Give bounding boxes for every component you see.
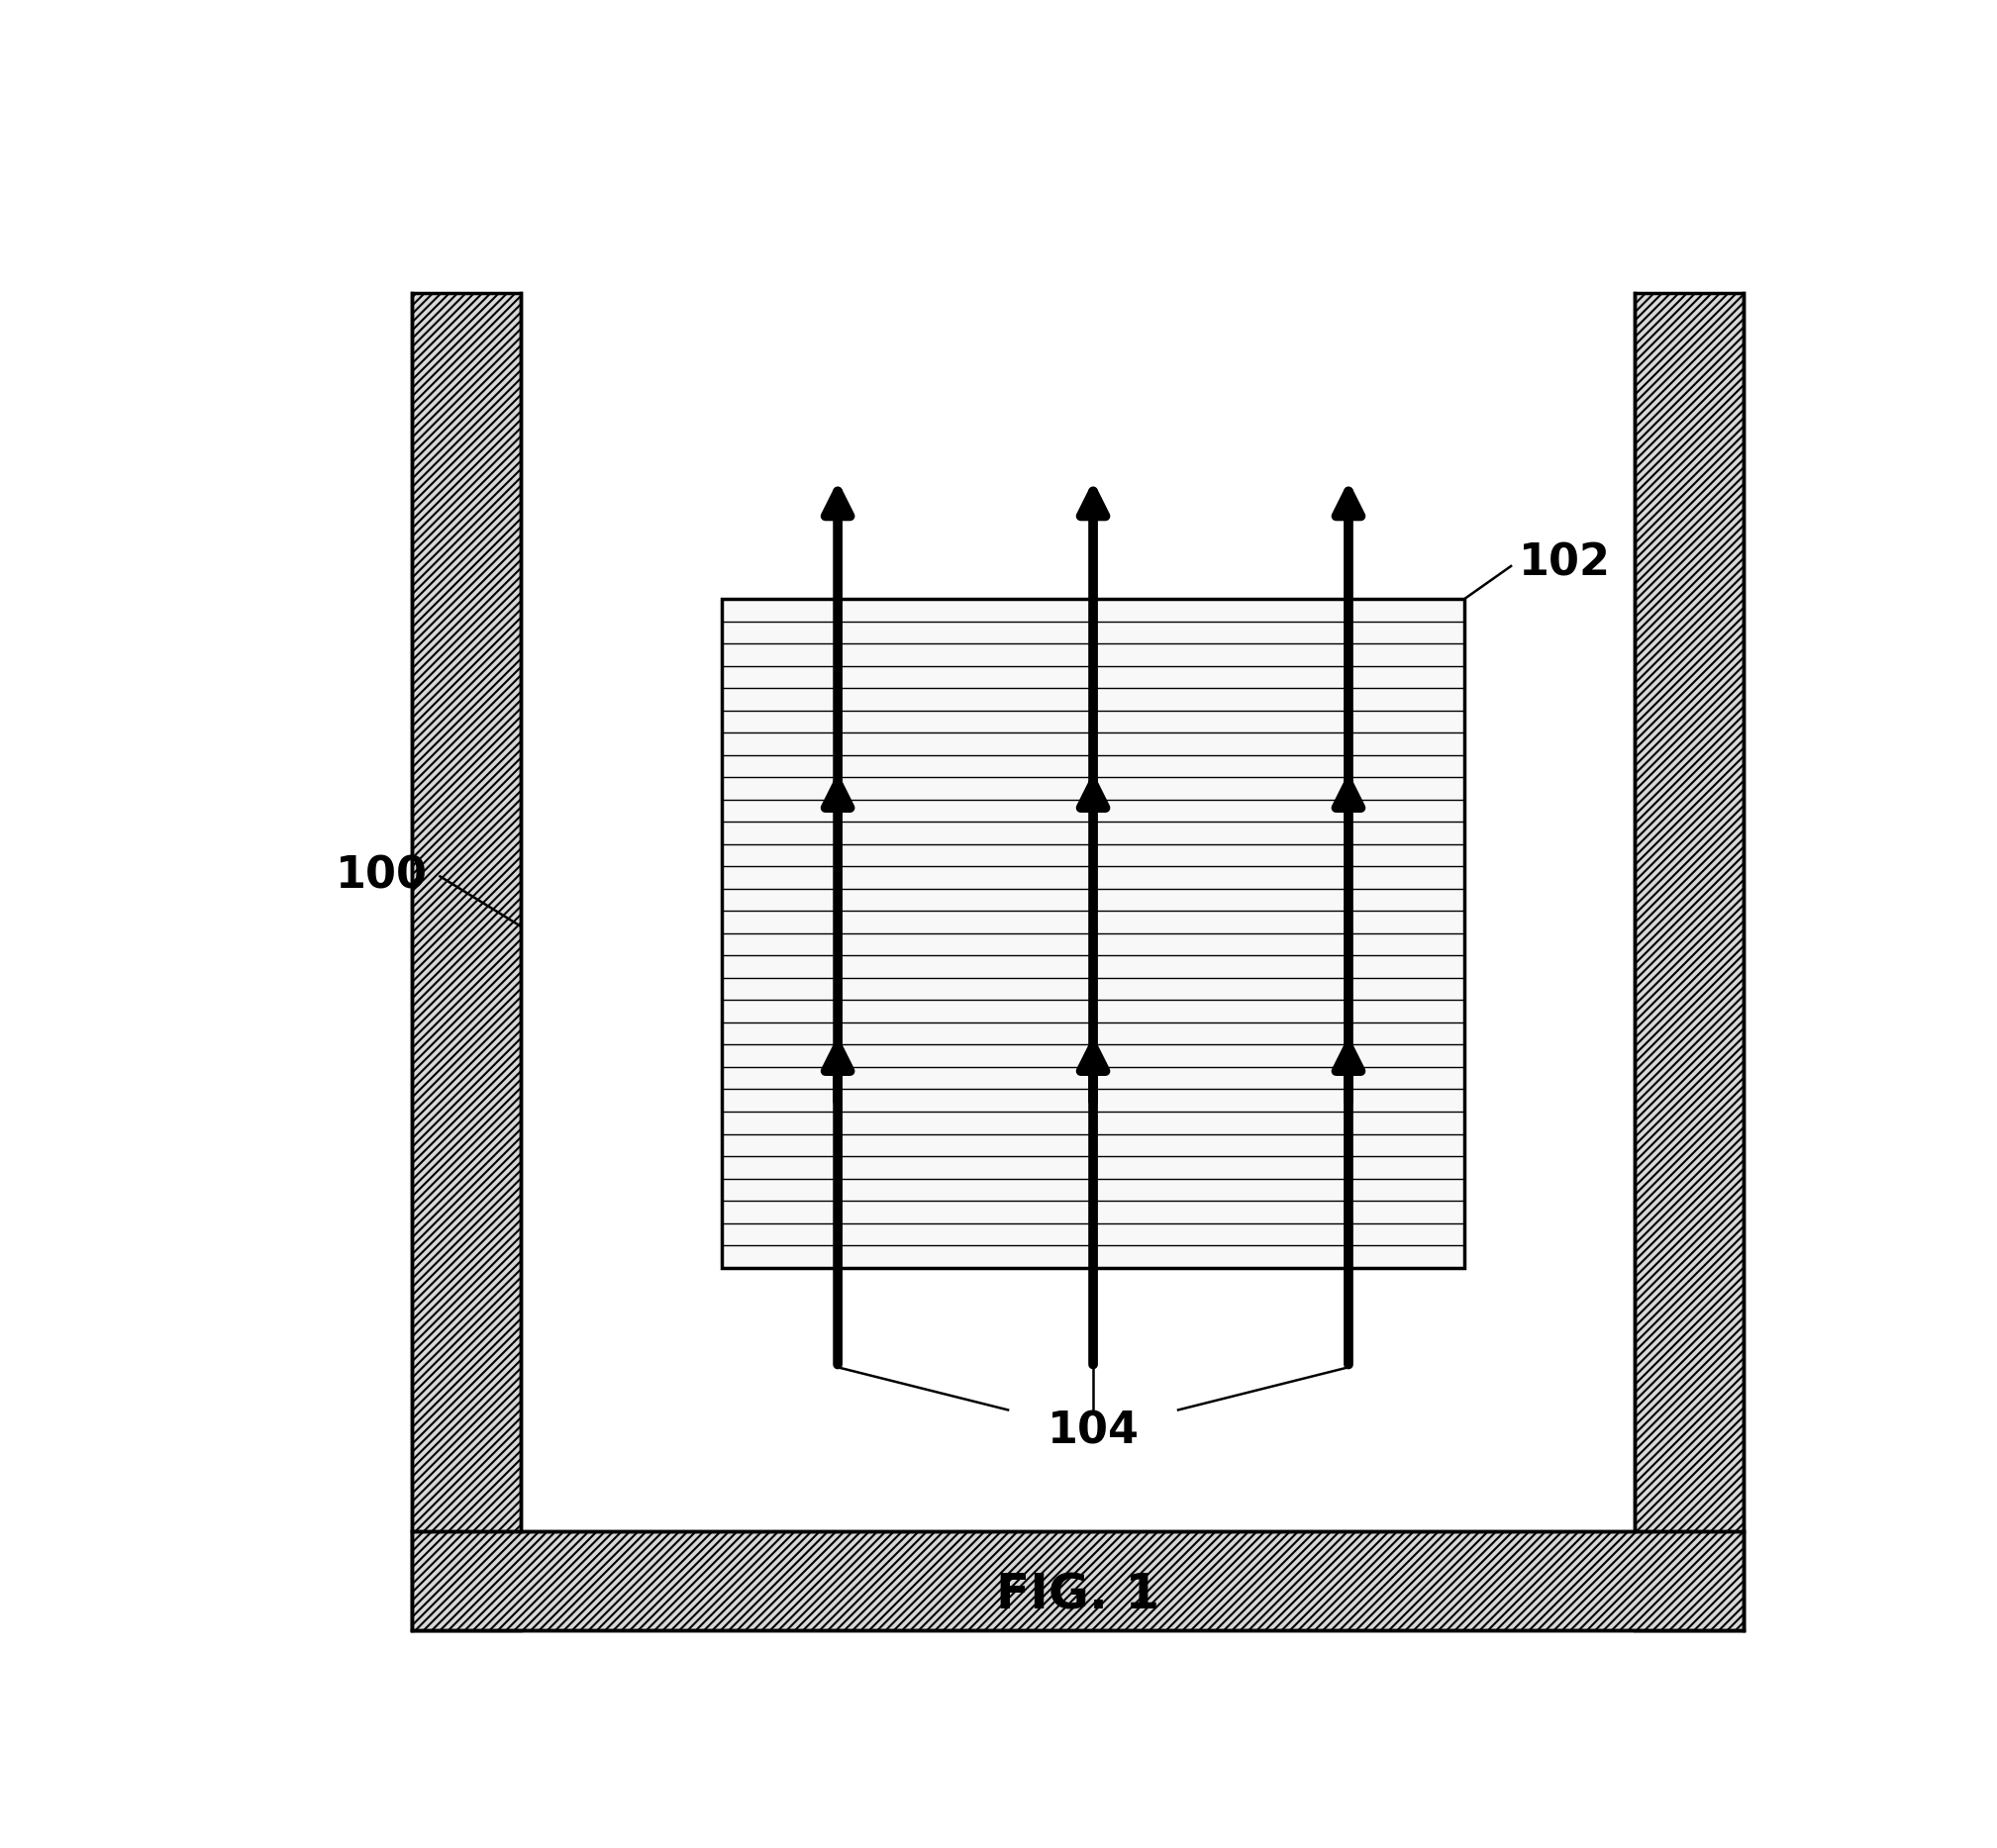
Bar xyxy=(1636,292,1743,1630)
Bar xyxy=(721,599,1464,1268)
Bar xyxy=(411,292,521,1630)
Text: 102: 102 xyxy=(1518,541,1612,584)
Bar xyxy=(411,1530,1743,1630)
Text: 104: 104 xyxy=(1046,1410,1138,1453)
Text: FIG. 1: FIG. 1 xyxy=(997,1571,1160,1619)
Text: 100: 100 xyxy=(335,856,427,898)
